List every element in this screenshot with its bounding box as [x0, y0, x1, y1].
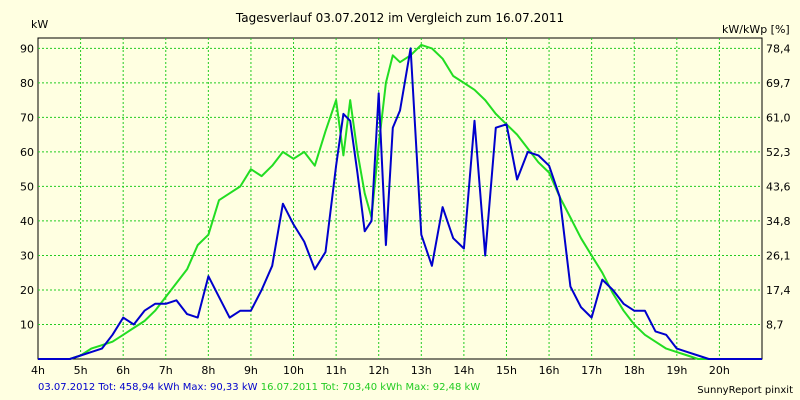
y-tick-label: 60 [20, 146, 34, 159]
y-tick-label: 20 [20, 284, 34, 297]
y-tick-label-right: 52,3 [766, 146, 791, 159]
axis-labels: 4h 5h 6h 7h 8h 9h 10h 11h 12h 13h 14h 15h 16h 17h 18h 1… [20, 42, 791, 377]
y-tick-label: 40 [20, 215, 34, 228]
footer-credit: SunnyReport pinxit [697, 385, 793, 396]
chart-title: Tagesverlauf 03.07.2012 im Vergleich zum… [235, 11, 564, 25]
y-tick-label-right: 61,0 [766, 111, 791, 124]
x-tick-label: 17h [581, 364, 602, 377]
x-tick-label: 7h [159, 364, 173, 377]
x-tick-label: 16h [539, 364, 560, 377]
footer-blue-summary: 03.07.2012 Tot: 458,94 kWh Max: 90,33 kW [38, 382, 258, 393]
y-tick-label: 80 [20, 77, 34, 90]
x-tick-label: 5h [74, 364, 88, 377]
grid [38, 38, 762, 359]
x-tick-label: 8h [201, 364, 215, 377]
x-tick-label: 6h [116, 364, 130, 377]
y-tick-label-right: 34,8 [766, 215, 791, 228]
series-line-03-07-2012 [38, 47, 762, 360]
x-tick-label: 9h [244, 364, 258, 377]
y-tick-label: 70 [20, 111, 34, 124]
x-tick-label: 18h [624, 364, 645, 377]
y-axis-label-left: kW [31, 18, 48, 31]
x-tick-label: 14h [453, 364, 474, 377]
footer-summary: 03.07.2012 Tot: 458,94 kWh Max: 90,33 kW… [38, 382, 480, 393]
y-tick-label-right: 43,6 [766, 180, 791, 193]
x-tick-label: 15h [496, 364, 517, 377]
y-tick-label-right: 69,7 [766, 77, 791, 90]
series-layer [38, 43, 762, 360]
x-tick-label: 12h [368, 364, 389, 377]
y-tick-label: 10 [20, 318, 34, 331]
y-tick-label-right: 17,4 [766, 284, 791, 297]
x-tick-label: 13h [411, 364, 432, 377]
y-axis-label-right: kW/kWp [%] [722, 23, 790, 36]
y-tick-label: 50 [20, 180, 34, 193]
x-tick-label: 4h [31, 364, 45, 377]
y-tick-label-right: 78,4 [766, 42, 791, 55]
footer-green-summary: 16.07.2011 Tot: 703,40 kWh Max: 92,48 kW [260, 382, 481, 393]
y-tick-label-right: 8,7 [766, 318, 784, 331]
plot-area [37, 37, 763, 360]
x-tick-label: 10h [283, 364, 304, 377]
y-tick-label: 30 [20, 249, 34, 262]
x-tick-label: 11h [326, 364, 347, 377]
y-tick-label: 90 [20, 42, 34, 55]
x-tick-label: 20h [709, 364, 730, 377]
y-tick-label-right: 26,1 [766, 249, 791, 262]
x-tick-label: 19h [666, 364, 687, 377]
series-line-16-07-2011 [38, 43, 762, 360]
